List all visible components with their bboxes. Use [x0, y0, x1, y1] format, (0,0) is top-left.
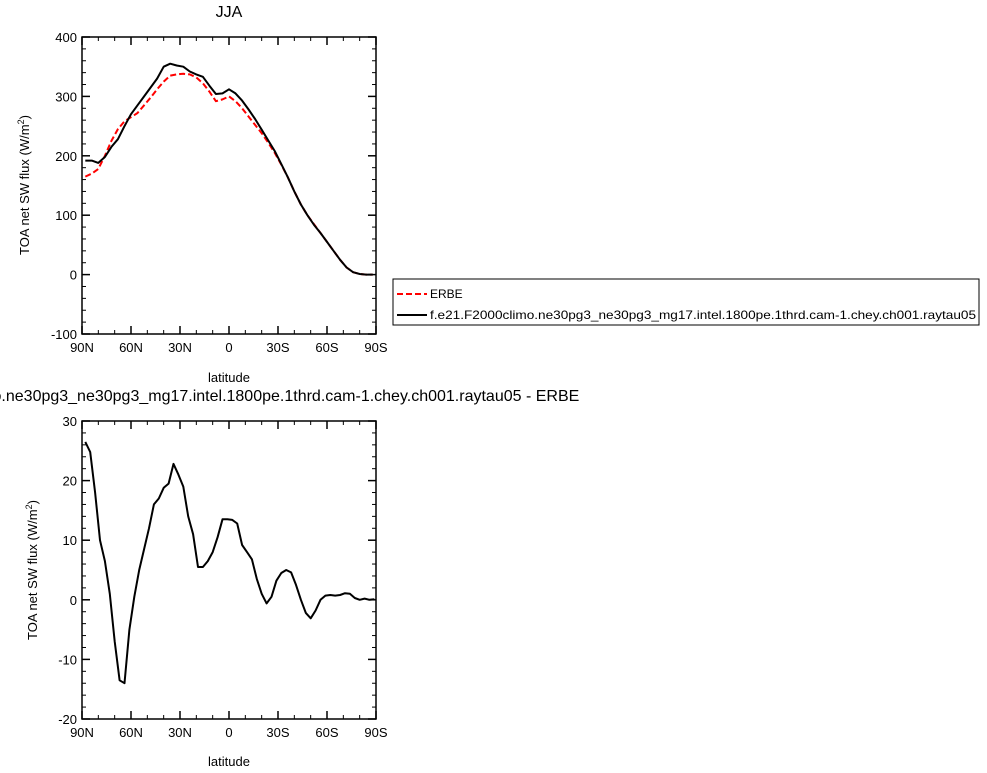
chart-top-xtick-label: 60S [315, 340, 338, 355]
chart-bottom-ylabel: TOA net SW flux (W/m2) [24, 500, 40, 640]
legend: ERBE f.e21.F2000climo.ne30pg3_ne30pg3_mg… [392, 278, 980, 326]
chart-bottom-ytick-label: 10 [63, 533, 77, 548]
legend-label-model: f.e21.F2000climo.ne30pg3_ne30pg3_mg17.in… [430, 308, 976, 322]
chart-top-ytick-label: 100 [55, 208, 77, 223]
chart-bottom-ytick-label: 0 [70, 593, 77, 608]
chart-top-xtick-label: 90N [70, 340, 94, 355]
chart-bottom-xtick-label: 60S [315, 725, 338, 740]
chart-bottom-xtick-label: 30S [266, 725, 289, 740]
chart-top: JJA 90N 60N 30N 0 30S 60S 90S -100 0 100 200 300 400… [16, 4, 388, 385]
chart-bottom-ytick-label: -10 [58, 652, 77, 667]
chart-top-xtick-label: 0 [225, 340, 232, 355]
chart-top-ytick-label: 0 [70, 268, 77, 283]
chart-top-xtick-label: 90S [364, 340, 387, 355]
chart-bottom-ytick-label: -20 [58, 712, 77, 727]
chart-bottom-ytick-label: 20 [63, 474, 77, 489]
chart-bottom-xtick-label: 90S [364, 725, 387, 740]
chart-bottom-title: f.e21.F2000climo.ne30pg3_ne30pg3_mg17.in… [0, 388, 579, 405]
chart-top-plot: 90N 60N 30N 0 30S 60S 90S -100 0 100 200 300 400 [51, 30, 388, 355]
chart-top-ylabel: TOA net SW flux (W/m2) [16, 115, 32, 255]
chart-bottom-plot: 90N 60N 30N 0 30S 60S 90S -20 -10 0 10 20 30 [58, 414, 388, 740]
chart-top-xtick-label: 60N [119, 340, 143, 355]
chart-top-title: JJA [216, 4, 243, 21]
chart-top-frame [81, 36, 377, 335]
chart-top-xtick-label: 30S [266, 340, 289, 355]
chart-bottom-xtick-label: 30N [168, 725, 192, 740]
chart-top-ytick-label: 200 [55, 149, 77, 164]
chart-top-ytick-label: 300 [55, 89, 77, 104]
chart-top-series-1-line [85, 62, 373, 276]
chart-bottom-ytick-label: 30 [63, 414, 77, 429]
chart-top-xlabel: latitude [208, 370, 250, 385]
chart-top-ytick-label: -100 [51, 327, 77, 342]
chart-bottom-series-0-line [84, 441, 375, 685]
chart-bottom-xlabel: latitude [208, 754, 250, 769]
chart-bottom: f.e21.F2000climo.ne30pg3_ne30pg3_mg17.in… [0, 388, 579, 769]
chart-bottom-xtick-label: 60N [119, 725, 143, 740]
chart-bottom-xtick-label: 90N [70, 725, 94, 740]
chart-bottom-xtick-label: 0 [225, 725, 232, 740]
chart-top-xtick-label: 30N [168, 340, 192, 355]
legend-label-erbe: ERBE [430, 287, 463, 301]
legend-box [392, 278, 980, 326]
chart-top-ytick-label: 400 [55, 30, 77, 45]
